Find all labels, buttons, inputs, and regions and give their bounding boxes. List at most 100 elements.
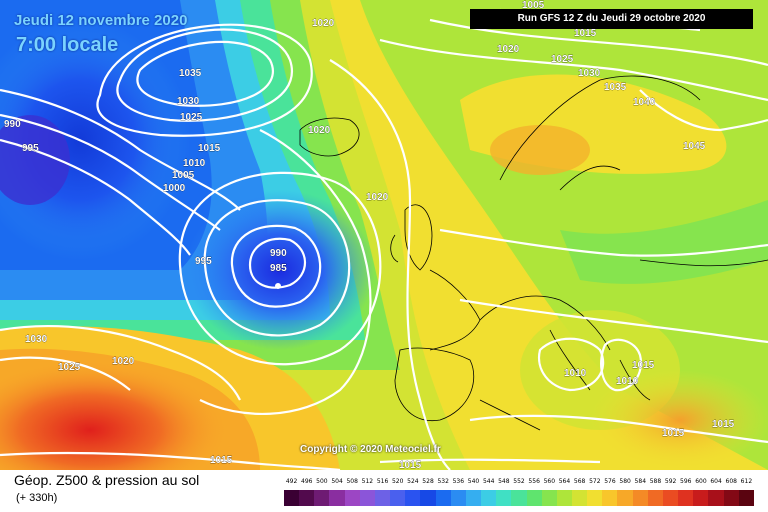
legend-swatch [284, 490, 300, 506]
map-footer: Géop. Z500 & pression au sol (+ 330h) 49… [0, 470, 768, 512]
legend-swatch [678, 490, 694, 506]
isobar-label: 1000 [163, 183, 186, 194]
isobars [0, 8, 768, 470]
isobar-label: 1030 [25, 334, 48, 345]
legend-swatch [571, 490, 588, 506]
color-legend: 492 496 500 504 508 512 516 520 524 528 532 536 540 5… [284, 478, 754, 510]
legend-swatch [390, 490, 406, 506]
legend-tick-label: 532 [437, 478, 449, 485]
legend-tick-label: 604 [710, 478, 722, 485]
legend-tick-label: 596 [680, 478, 692, 485]
forecast-lead-time: (+ 330h) [16, 492, 58, 504]
legend-tick-label: 612 [740, 478, 753, 485]
isobar-label: 1020 [497, 44, 520, 55]
legend-tick-label: 556 [528, 478, 540, 485]
legend-swatch [541, 490, 557, 506]
legend-tick-label: 576 [604, 478, 616, 485]
isobar-label: 1030 [177, 96, 200, 107]
legend-swatch [344, 490, 360, 506]
legend-tick-label: 552 [513, 478, 525, 485]
legend-tick-label: 504 [331, 478, 343, 485]
isobar-label: 1025 [58, 362, 81, 373]
legend-tick-label: 524 [407, 478, 419, 485]
legend-swatch [708, 490, 724, 506]
isobar-label: 1020 [366, 192, 389, 203]
legend-tick-label: 528 [422, 478, 434, 485]
isobar-label: 1010 [564, 368, 587, 379]
legend-tick-label: 584 [634, 478, 647, 485]
legend-swatch [299, 490, 315, 506]
legend-swatches [284, 490, 754, 506]
legend-swatch [435, 490, 451, 506]
isobar-label: 1040 [633, 97, 656, 108]
isobar-label: 1020 [312, 18, 335, 29]
isobar-label: 1015 [399, 460, 422, 470]
isobar-label: 1005 [172, 170, 195, 181]
legend-swatch [329, 490, 345, 506]
low-center-marker [275, 283, 281, 289]
legend-tick-label: 560 [543, 478, 556, 485]
legend-tick-label: 608 [725, 478, 737, 485]
isobar-label: 1045 [683, 141, 706, 152]
model-run-label: Run GFS 12 Z du Jeudi 29 octobre 2020 [470, 9, 753, 29]
isobar-label: 990 [4, 119, 21, 130]
legend-swatch [647, 490, 663, 506]
isobar-label: 1015 [662, 428, 685, 439]
legend-tick-label: 548 [498, 478, 510, 485]
isobar-label: 1030 [578, 68, 601, 79]
forecast-date: Jeudi 12 novembre 2020 [14, 12, 188, 29]
isobar-label: 995 [195, 256, 212, 267]
z500-pressure-map: 990 995 1035 1030 1025 1015 1010 1005 10… [0, 0, 768, 470]
isobar-label: 1020 [112, 356, 135, 367]
legend-tick-label: 496 [301, 478, 313, 485]
forecast-time: 7:00 locale [16, 34, 119, 56]
legend-swatch [359, 490, 375, 506]
legend-swatch [617, 490, 633, 506]
legend-swatch [662, 490, 679, 506]
legend-swatch [374, 490, 391, 506]
legend-swatch [602, 490, 618, 506]
isobar-label: 1015 [574, 28, 597, 39]
isobar-label: 1015 [198, 143, 221, 154]
legend-tick-label: 600 [695, 478, 707, 485]
legend-swatch [450, 490, 466, 506]
legend-swatch [693, 490, 709, 506]
legend-tick-label: 492 [285, 478, 298, 485]
isobar-label: 1005 [522, 0, 545, 11]
legend-tick-label: 516 [376, 478, 389, 485]
isobar-label: 1010 [183, 158, 206, 169]
isobar-label: 1010 [616, 376, 639, 387]
legend-swatch [511, 490, 527, 506]
isobar-label: 1015 [712, 419, 735, 430]
isobar-label: 1015 [210, 455, 233, 466]
legend-tick-label: 508 [346, 478, 358, 485]
isobar-label: 1025 [551, 54, 574, 65]
legend-swatch [723, 490, 739, 506]
legend-swatch [465, 490, 482, 506]
legend-tick-label: 540 [467, 478, 480, 485]
isobar-label: 995 [22, 143, 39, 154]
isobar-label: 1015 [632, 360, 655, 371]
legend-tick-label: 536 [452, 478, 465, 485]
copyright-notice: Copyright © 2020 Meteociel.fr [300, 444, 441, 455]
isobar-label: 990 [270, 248, 287, 259]
isobar-label: 1025 [180, 112, 203, 123]
legend-tick-label: 564 [558, 478, 571, 485]
map-title: Géop. Z500 & pression au sol [14, 472, 200, 488]
legend-tick-label: 588 [649, 478, 662, 485]
legend-swatch [526, 490, 542, 506]
legend-swatch [314, 490, 330, 506]
legend-tick-label: 512 [361, 478, 374, 485]
legend-swatch [738, 490, 754, 506]
isobar-label: 1035 [179, 68, 202, 79]
legend-tick-label: 500 [316, 478, 328, 485]
isobar-label: 1020 [308, 125, 331, 136]
legend-swatch [481, 490, 497, 506]
legend-swatch [496, 490, 512, 506]
legend-tick-label: 520 [391, 478, 404, 485]
isobar-label: 985 [270, 263, 287, 274]
legend-tick-label: 592 [664, 478, 677, 485]
legend-tick-label: 568 [573, 478, 586, 485]
legend-tick-label: 544 [482, 478, 495, 485]
